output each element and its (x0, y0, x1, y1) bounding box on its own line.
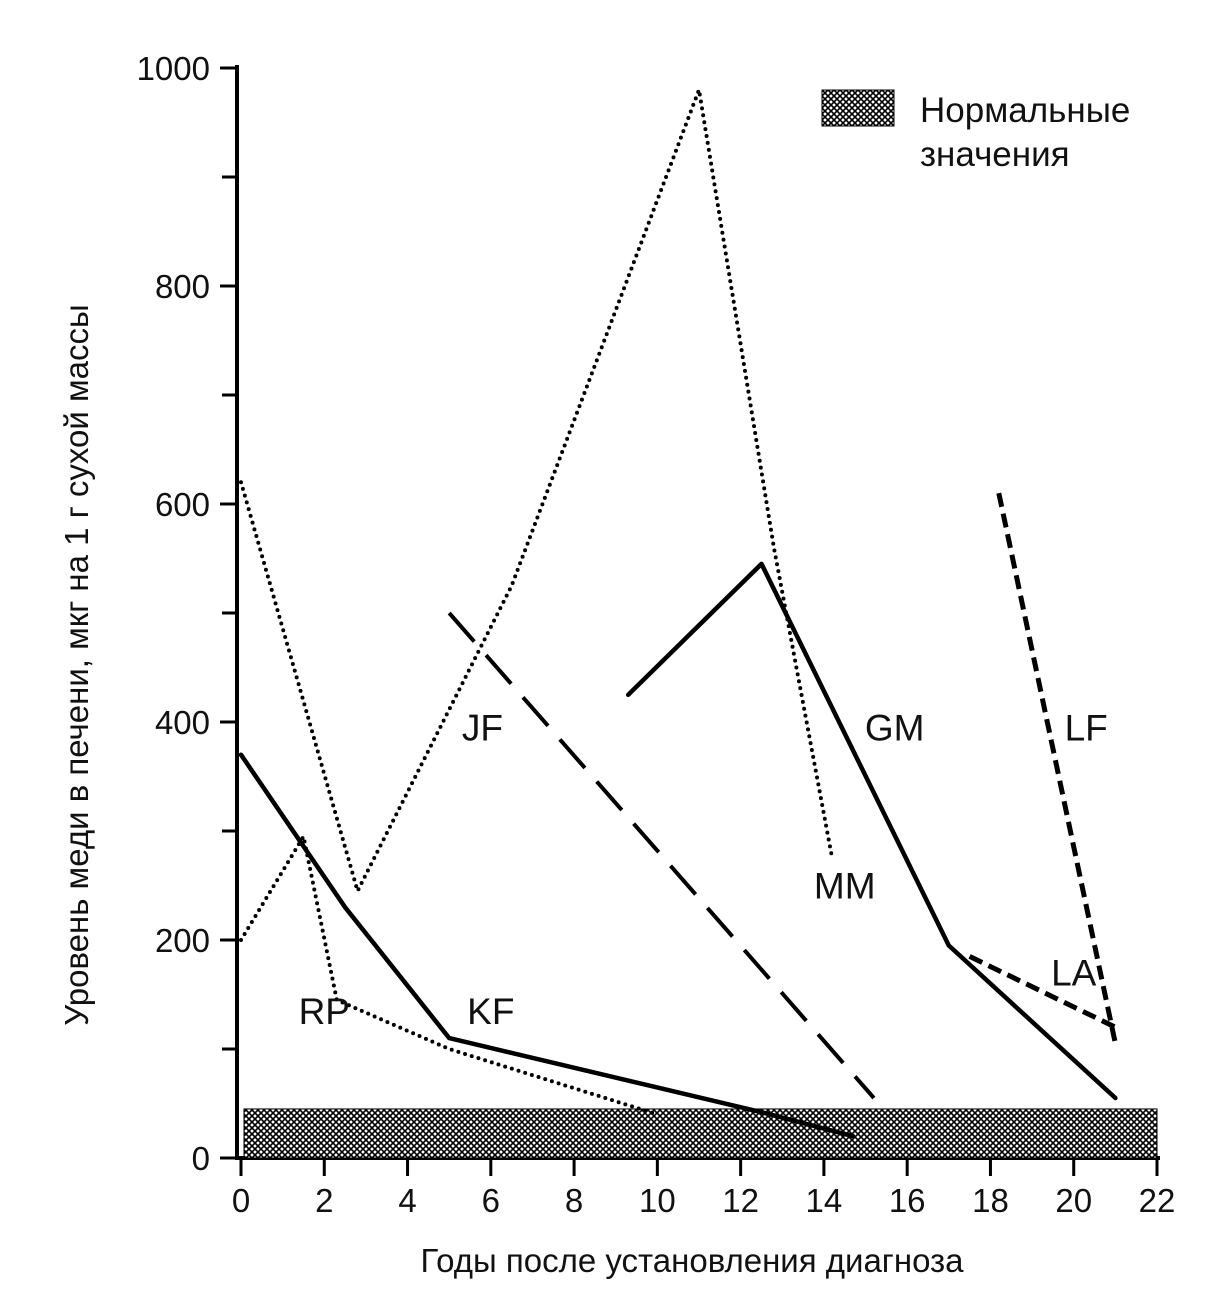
series-line-la (968, 954, 1117, 1030)
series-labels: KF RP MM JF GM LF LA (299, 707, 1108, 1031)
series-layer (238, 87, 1118, 1139)
series-label-la: LA (1051, 953, 1097, 994)
legend-swatch (821, 89, 895, 127)
series-label-jf: JF (462, 707, 503, 748)
series-label-gm: GM (865, 707, 925, 748)
series-line-kf (238, 752, 856, 1139)
series-line-mm (239, 87, 835, 893)
series-label-kf: KF (467, 991, 514, 1032)
legend: Нормальные значения (821, 89, 1130, 174)
x-tick-label: 20 (1055, 1182, 1092, 1219)
y-axis-title: Уровень меди в печени, мкг на 1 г сухой … (58, 304, 95, 1025)
y-tick-label: 1000 (137, 50, 210, 87)
y-tick-label: 800 (155, 268, 210, 305)
series-label-lf: LF (1065, 707, 1108, 748)
normal-range-band (243, 1108, 1158, 1159)
series-line-rp (239, 834, 660, 1117)
x-tick-label: 18 (972, 1182, 1009, 1219)
legend-label-line-2: значения (920, 135, 1070, 174)
series-label-mm: MM (814, 866, 876, 907)
x-tick-label: 10 (639, 1182, 676, 1219)
x-tick-label: 22 (1139, 1182, 1176, 1219)
y-tick-label: 0 (192, 1140, 210, 1177)
x-tick-label: 6 (482, 1182, 500, 1219)
x-tick-label: 16 (889, 1182, 926, 1219)
x-axis-ticks: 0 2 4 6 8 10 12 14 16 18 20 22 (232, 1158, 1176, 1219)
y-tick-label: 200 (155, 922, 210, 959)
y-tick-label: 400 (155, 704, 210, 741)
x-tick-label: 4 (398, 1182, 416, 1219)
axes (235, 65, 1160, 1160)
x-tick-label: 14 (806, 1182, 843, 1219)
x-axis-title: Годы после установления диагноза (420, 1242, 964, 1279)
series-label-rp: RP (299, 991, 350, 1032)
legend-label-line-1: Нормальные (920, 91, 1130, 130)
x-tick-label: 0 (232, 1182, 250, 1219)
y-tick-label: 600 (155, 486, 210, 523)
x-tick-label: 8 (565, 1182, 583, 1219)
x-tick-label: 12 (722, 1182, 759, 1219)
y-axis-ticks: 0 200 400 600 800 1000 (137, 50, 237, 1177)
series-line-gm (625, 561, 1118, 1101)
x-tick-label: 2 (315, 1182, 333, 1219)
series-line-jf (447, 611, 876, 1100)
series-line-lf (996, 492, 1118, 1045)
